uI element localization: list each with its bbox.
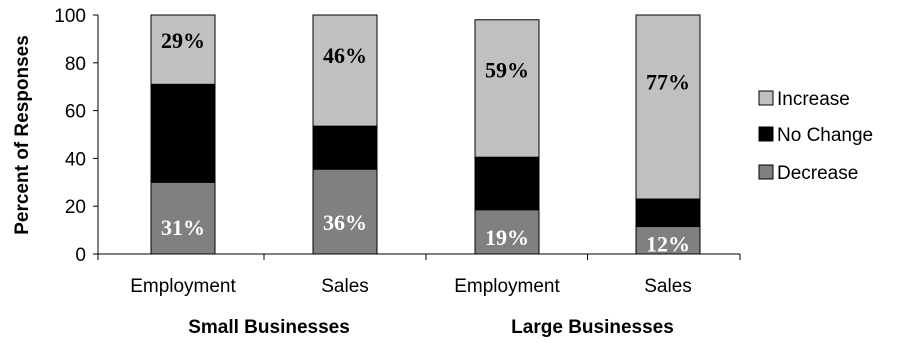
y-axis-title: Percent of Responses [12, 35, 33, 235]
data-label: 46% [323, 43, 367, 68]
y-tick-label: 60 [65, 102, 86, 123]
y-tick-label: 80 [65, 54, 86, 75]
legend-label: No Change [777, 125, 873, 146]
group-label: Large Businesses [511, 317, 674, 338]
bar-segment-no-change [635, 198, 701, 228]
plot-area: 31% 29% 36% 46% 19% 59% 12% 77% 0 20 40 60 80 100 Empl… [54, 6, 873, 338]
data-label: 36% [323, 210, 367, 235]
bar-segment-no-change [312, 125, 378, 170]
bar-segment-decrease [150, 181, 216, 255]
bar-segment-no-change [150, 83, 216, 183]
data-label: 77% [646, 69, 690, 94]
x-tick-label: Employment [130, 276, 236, 297]
x-tick-label: Sales [644, 276, 692, 297]
legend-label: Decrease [777, 163, 858, 184]
data-label: 59% [485, 57, 529, 82]
bar-segment-increase [150, 14, 216, 85]
y-tick-label: 40 [65, 149, 86, 170]
bar-segment-decrease [474, 209, 540, 255]
legend-label: Increase [777, 89, 850, 110]
legend-swatch [758, 90, 774, 106]
data-label: 19% [485, 225, 529, 250]
x-tick-label: Employment [454, 276, 560, 297]
bar-segment-increase [474, 19, 540, 158]
y-tick-label: 0 [75, 245, 86, 266]
data-label: 12% [646, 232, 690, 257]
y-tick-label: 20 [65, 197, 86, 218]
data-label: 29% [161, 28, 205, 53]
x-tick-label: Sales [321, 276, 369, 297]
bar-segment-increase [635, 14, 701, 200]
bar-segment-increase [312, 14, 378, 127]
legend-swatch [758, 164, 774, 180]
group-label: Small Businesses [188, 317, 350, 338]
data-label: 31% [161, 215, 205, 240]
bar-segment-no-change [474, 156, 540, 211]
y-tick-label: 100 [54, 6, 86, 27]
legend-swatch [758, 126, 774, 142]
